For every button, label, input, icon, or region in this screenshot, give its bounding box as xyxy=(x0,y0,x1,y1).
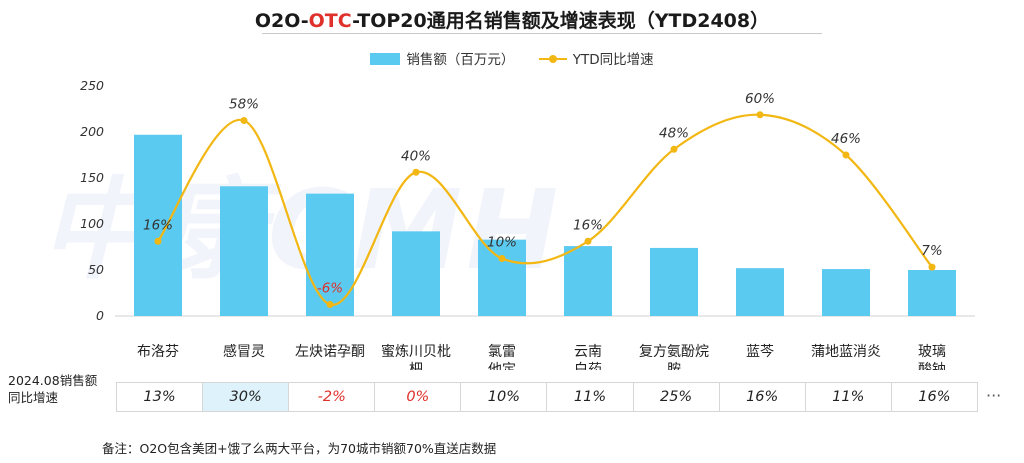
more-ellipsis: ··· xyxy=(986,386,1002,405)
growth-table: 13% 30% -2% 0% 10% 11% 25% 16% 11% 16% xyxy=(116,382,978,412)
y-tick-label: 0 xyxy=(96,308,104,323)
growth-data-label: -6% xyxy=(317,281,343,297)
growth-data-label: 7% xyxy=(921,243,942,259)
legend-bar-entry: 销售额（百万元） xyxy=(370,48,514,68)
x-category-label: 蓝芩 xyxy=(746,343,774,360)
bar xyxy=(650,247,698,316)
growth-data-label: 16% xyxy=(573,217,603,233)
growth-table-cell: -2% xyxy=(289,383,376,411)
bar xyxy=(736,268,784,316)
y-tick-label: 50 xyxy=(88,262,104,277)
growth-data-label: 58% xyxy=(229,97,259,113)
growth-point xyxy=(584,237,592,245)
x-category-label: 他定 xyxy=(488,362,516,370)
bar xyxy=(564,246,612,316)
growth-point xyxy=(842,151,850,159)
y-tick-label: 100 xyxy=(80,216,104,231)
growth-point xyxy=(240,117,248,124)
growth-table-cell: 16% xyxy=(918,389,951,405)
legend-bar-swatch xyxy=(370,53,401,65)
growth-data-label: 60% xyxy=(745,91,775,107)
bar xyxy=(822,269,870,316)
x-category-label: 玻璃 xyxy=(918,343,946,360)
growth-table-cell: 16% xyxy=(720,383,806,411)
legend: 销售额（百万元） YTD同比增速 xyxy=(0,48,1024,68)
x-category-label: 氯雷 xyxy=(488,344,516,360)
x-category-label: 酸钠 xyxy=(918,362,946,370)
footnote: 备注：O2O包含美团+饿了么两大平台，为70城市销额70%直送店数据 xyxy=(102,441,497,456)
x-category-label: 杷 xyxy=(409,362,423,370)
legend-line-entry: YTD同比增速 xyxy=(538,48,654,68)
growth-line xyxy=(157,113,933,306)
growth-table-cell: 30% xyxy=(203,383,290,411)
growth-point xyxy=(756,111,764,119)
growth-row-label-line-2: 同比增速 xyxy=(8,390,59,405)
growth-table-cell: 10% xyxy=(461,383,548,411)
x-category-label: 胺 xyxy=(667,362,681,370)
x-category-label: 左炔诺孕酮 xyxy=(295,344,365,360)
growth-point xyxy=(498,255,506,262)
growth-data-label: 48% xyxy=(659,125,689,141)
growth-data-label: 40% xyxy=(401,148,431,164)
growth-point xyxy=(412,168,420,176)
x-category-label: 蒲地蓝消炎 xyxy=(811,344,881,360)
bar xyxy=(478,239,526,316)
growth-table-cell: 0% xyxy=(375,383,462,411)
bar xyxy=(908,270,956,316)
title-underline xyxy=(262,33,822,34)
x-category-label: 白药 xyxy=(574,362,602,370)
legend-line-swatch xyxy=(538,55,567,63)
growth-table-cell: 11% xyxy=(547,383,634,411)
growth-row-label-line-1: 2024.08销售额 xyxy=(8,373,98,388)
growth-point xyxy=(670,145,678,153)
bar xyxy=(134,134,182,316)
legend-bar-label: 销售额（百万元） xyxy=(406,52,515,68)
growth-data-label: 16% xyxy=(143,217,173,233)
y-tick-label: 150 xyxy=(80,170,104,185)
growth-row-label: 2024.08销售额 同比增速 xyxy=(8,372,97,406)
growth-data-label: 46% xyxy=(831,131,861,147)
x-category-label: 布洛芬 xyxy=(137,344,179,360)
bar xyxy=(220,186,268,316)
y-tick-label: 200 xyxy=(80,124,104,139)
growth-point xyxy=(928,263,936,271)
x-category-label: 云南 xyxy=(574,344,602,360)
growth-table-cell: 11% xyxy=(806,383,892,411)
x-category-label: 感冒灵 xyxy=(223,343,265,360)
growth-data-label: 10% xyxy=(487,235,517,251)
x-category-label: 复方氨酚烷 xyxy=(639,343,709,360)
legend-line-label: YTD同比增速 xyxy=(572,52,654,68)
bar xyxy=(392,231,440,316)
x-category-label: 蜜炼川贝枇 xyxy=(381,344,451,360)
y-tick-label: 250 xyxy=(80,78,104,93)
growth-point xyxy=(326,301,334,308)
bar xyxy=(306,193,354,316)
growth-table-cell: 13% xyxy=(117,383,204,411)
growth-table-cell: 25% xyxy=(634,383,720,411)
chart-title: O2O-OTC-TOP20通用名销售额及增速表现（YTD2408） xyxy=(254,10,770,32)
growth-point xyxy=(154,237,162,245)
